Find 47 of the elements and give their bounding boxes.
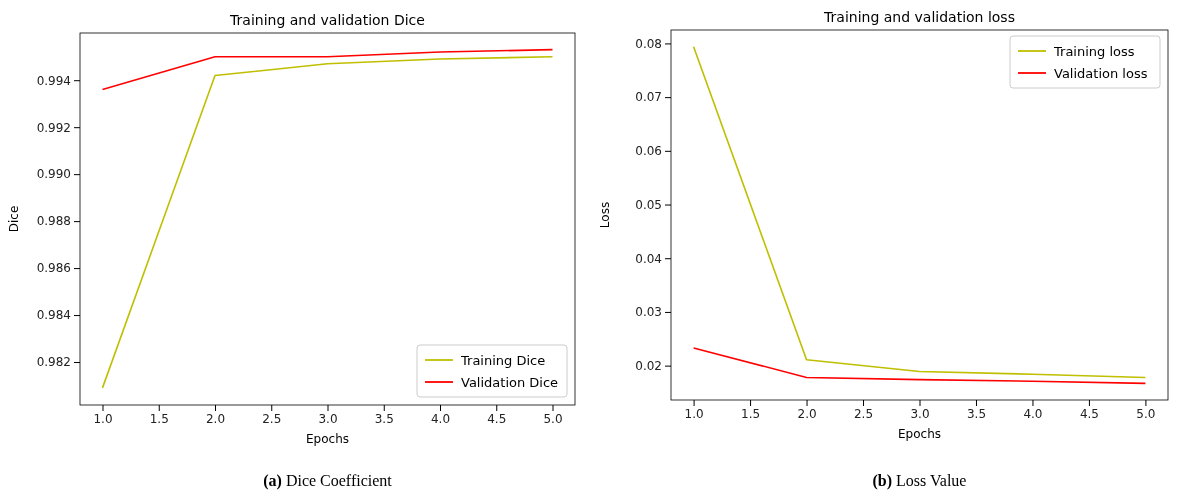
x-tick-label: 3.0 bbox=[910, 406, 930, 421]
x-tick-label: 1.5 bbox=[149, 411, 169, 426]
y-tick-label: 0.08 bbox=[635, 36, 662, 51]
y-tick-label: 0.982 bbox=[36, 355, 71, 370]
y-tick-label: 0.986 bbox=[36, 261, 71, 276]
x-tick-label: 4.5 bbox=[487, 411, 507, 426]
text: (b) Loss Value bbox=[872, 472, 967, 490]
x-tick-label: 4.5 bbox=[1079, 406, 1099, 421]
chart-title: Training and validation Dice bbox=[229, 12, 425, 28]
y-axis-title: Dice bbox=[7, 205, 21, 233]
legend-label: Training Dice bbox=[460, 352, 546, 368]
x-tick-label: 4.0 bbox=[1023, 406, 1043, 421]
x-tick-label: 4.0 bbox=[430, 411, 451, 426]
y-tick-label: 0.984 bbox=[36, 308, 71, 323]
x-axis-title: Epochs bbox=[898, 427, 941, 441]
y-tick-label: 0.04 bbox=[635, 251, 662, 266]
x-tick-label: 2.5 bbox=[853, 406, 874, 421]
x-tick-label: 2.5 bbox=[262, 411, 282, 426]
y-tick-label: 0.990 bbox=[36, 167, 71, 182]
y-tick-label: 0.994 bbox=[36, 73, 71, 88]
legend-label: Validation Dice bbox=[461, 374, 559, 390]
legend-label: Validation loss bbox=[1054, 65, 1148, 81]
legend-label: Training loss bbox=[1053, 43, 1135, 59]
x-tick-label: 3.5 bbox=[374, 411, 394, 426]
y-tick-label: 0.992 bbox=[36, 120, 71, 135]
chart-title: Training and validation loss bbox=[823, 9, 1015, 25]
x-tick-label: 3.5 bbox=[966, 406, 987, 421]
line-series bbox=[692, 347, 1147, 385]
y-tick-label: 0.05 bbox=[635, 197, 662, 212]
x-tick-label: 2.0 bbox=[205, 411, 226, 426]
x-tick-label: 2.0 bbox=[797, 406, 817, 421]
x-tick-label: 1.0 bbox=[93, 411, 113, 426]
x-axis-title: Epochs bbox=[306, 432, 349, 446]
x-tick-label: 1.5 bbox=[741, 406, 761, 421]
x-tick-label: 5.0 bbox=[543, 411, 563, 426]
y-tick-label: 0.03 bbox=[635, 305, 662, 320]
y-tick-label: 0.07 bbox=[635, 90, 662, 105]
x-tick-label: 3.0 bbox=[318, 411, 338, 426]
line-series bbox=[101, 48, 554, 91]
y-tick-label: 0.02 bbox=[635, 358, 662, 373]
x-tick-label: 5.0 bbox=[1136, 406, 1156, 421]
x-tick-label: 1.0 bbox=[684, 406, 704, 421]
y-tick-label: 0.988 bbox=[36, 214, 71, 229]
text: (a) Dice Coefficient bbox=[263, 472, 393, 490]
y-tick-label: 0.06 bbox=[635, 144, 662, 159]
line-series bbox=[692, 45, 1147, 379]
y-axis-title: Loss bbox=[598, 201, 612, 229]
